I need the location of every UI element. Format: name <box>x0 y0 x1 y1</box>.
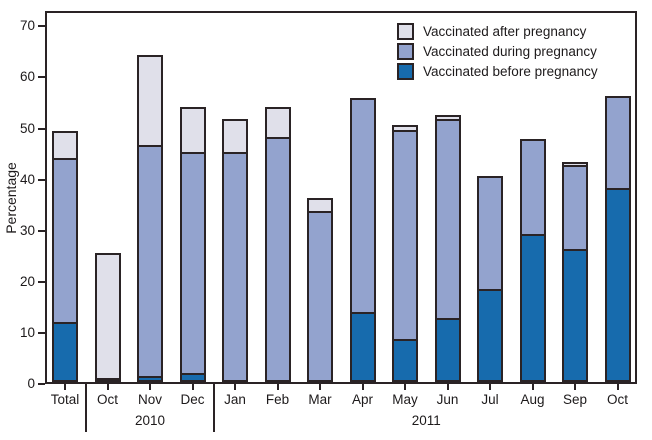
bar-segment-mar <box>307 197 333 213</box>
x-axis-group-divider <box>212 384 215 432</box>
x-axis-category-label: Oct <box>606 392 628 407</box>
x-axis-tick <box>234 384 236 390</box>
bar-segment-sep <box>562 162 588 168</box>
legend-label: Vaccinated before pregnancy <box>423 64 598 79</box>
x-axis-tick <box>446 384 449 390</box>
legend-swatch <box>397 43 414 60</box>
bar-segment-may <box>392 130 418 341</box>
x-axis-category-label: Mar <box>308 392 332 407</box>
y-axis-tick <box>38 127 45 130</box>
y-axis-tick <box>38 25 45 28</box>
bar-segment-may <box>392 125 418 133</box>
y-axis-tick-label: 10 <box>19 324 35 340</box>
x-axis-category-label: Jul <box>481 392 499 407</box>
bar-segment-sep <box>562 165 588 252</box>
y-axis-tick <box>38 383 45 385</box>
bar-segment-jul <box>477 176 503 292</box>
x-axis-tick <box>404 384 406 390</box>
x-axis-tick <box>191 384 194 390</box>
y-axis-tick-label: 70 <box>19 18 35 34</box>
bar-segment-sep <box>562 249 588 382</box>
bar-segment-jan <box>222 152 248 382</box>
x-axis-tick <box>149 384 151 390</box>
bar-segment-jun <box>434 114 461 122</box>
x-axis-tick <box>574 384 576 390</box>
bar-segment-total <box>52 131 78 161</box>
bar-segment-mar <box>307 210 333 382</box>
bar-segment-total <box>52 322 78 382</box>
y-axis-tick-label: 0 <box>27 376 35 391</box>
x-axis-tick <box>106 384 109 390</box>
x-axis-year-label: 2011 <box>411 413 441 428</box>
legend-swatch <box>397 63 414 80</box>
y-axis-tick <box>38 331 45 334</box>
x-axis-category-label: Total <box>50 392 80 407</box>
bar-segment-apr <box>349 98 376 314</box>
x-axis-category-label: Aug <box>520 392 545 407</box>
x-axis-category-label: Jan <box>224 392 246 407</box>
x-axis-tick <box>319 384 321 390</box>
bar-segment-jun <box>434 119 461 320</box>
chart-legend: Vaccinated after pregnancy Vaccinated dur… <box>397 23 598 83</box>
y-axis-tick <box>38 178 45 181</box>
y-axis-tick <box>38 229 45 232</box>
y-axis-tick-label: 40 <box>19 171 35 187</box>
x-axis-year-label: 2010 <box>134 413 166 428</box>
x-axis-category-label: Jun <box>436 392 459 407</box>
plot-area <box>45 11 637 384</box>
x-axis-tick <box>276 384 279 390</box>
x-axis-tick <box>531 384 534 390</box>
x-axis-category-label: Feb <box>265 392 290 407</box>
x-axis-category-label: Sep <box>562 392 588 407</box>
bar-segment-dec <box>179 152 206 376</box>
x-axis-category-label: Oct <box>96 392 118 407</box>
bar-segment-nov <box>137 144 163 378</box>
bar-segment-feb <box>264 137 291 382</box>
y-axis-tick-label: 60 <box>19 69 35 85</box>
x-axis-tick <box>616 384 619 390</box>
legend-swatch <box>397 23 414 40</box>
y-axis-tick-label: 30 <box>19 222 35 238</box>
bar-segment-oct <box>604 187 631 382</box>
y-axis-tick <box>38 280 45 283</box>
x-axis-category-label: May <box>392 392 418 407</box>
bar-segment-oct <box>94 252 121 381</box>
bar-segment-total <box>52 158 78 325</box>
bar-segment-oct <box>604 95 631 190</box>
x-axis-tick <box>361 384 364 390</box>
legend-label: Vaccinated after pregnancy <box>423 24 587 39</box>
x-axis-category-label: Dec <box>180 392 205 407</box>
bar-segment-may <box>392 338 418 382</box>
y-axis-tick <box>38 76 45 79</box>
bar-segment-jun <box>434 317 461 382</box>
x-axis-category-label: Apr <box>351 392 373 407</box>
legend-row: Vaccinated before pregnancy <box>397 63 598 80</box>
bar-segment-apr <box>349 312 376 382</box>
bar-segment-jul <box>477 289 503 382</box>
legend-row: Vaccinated during pregnancy <box>397 43 598 60</box>
x-axis-tick <box>489 384 491 390</box>
bar-segment-aug <box>519 233 546 382</box>
legend-row: Vaccinated after pregnancy <box>397 23 598 40</box>
bar-segment-nov <box>137 55 163 147</box>
bar-segment-jan <box>222 118 248 155</box>
y-axis-tick-label: 20 <box>19 273 35 289</box>
x-axis-tick <box>64 384 66 390</box>
x-axis-category-label: Nov <box>137 392 162 407</box>
bar-segment-dec <box>179 107 206 155</box>
legend-label: Vaccinated during pregnancy <box>423 44 597 59</box>
x-axis-group-divider <box>85 384 88 432</box>
bar-segment-aug <box>519 139 546 236</box>
bar-segment-feb <box>264 107 291 140</box>
y-axis-tick-label: 50 <box>19 120 35 136</box>
